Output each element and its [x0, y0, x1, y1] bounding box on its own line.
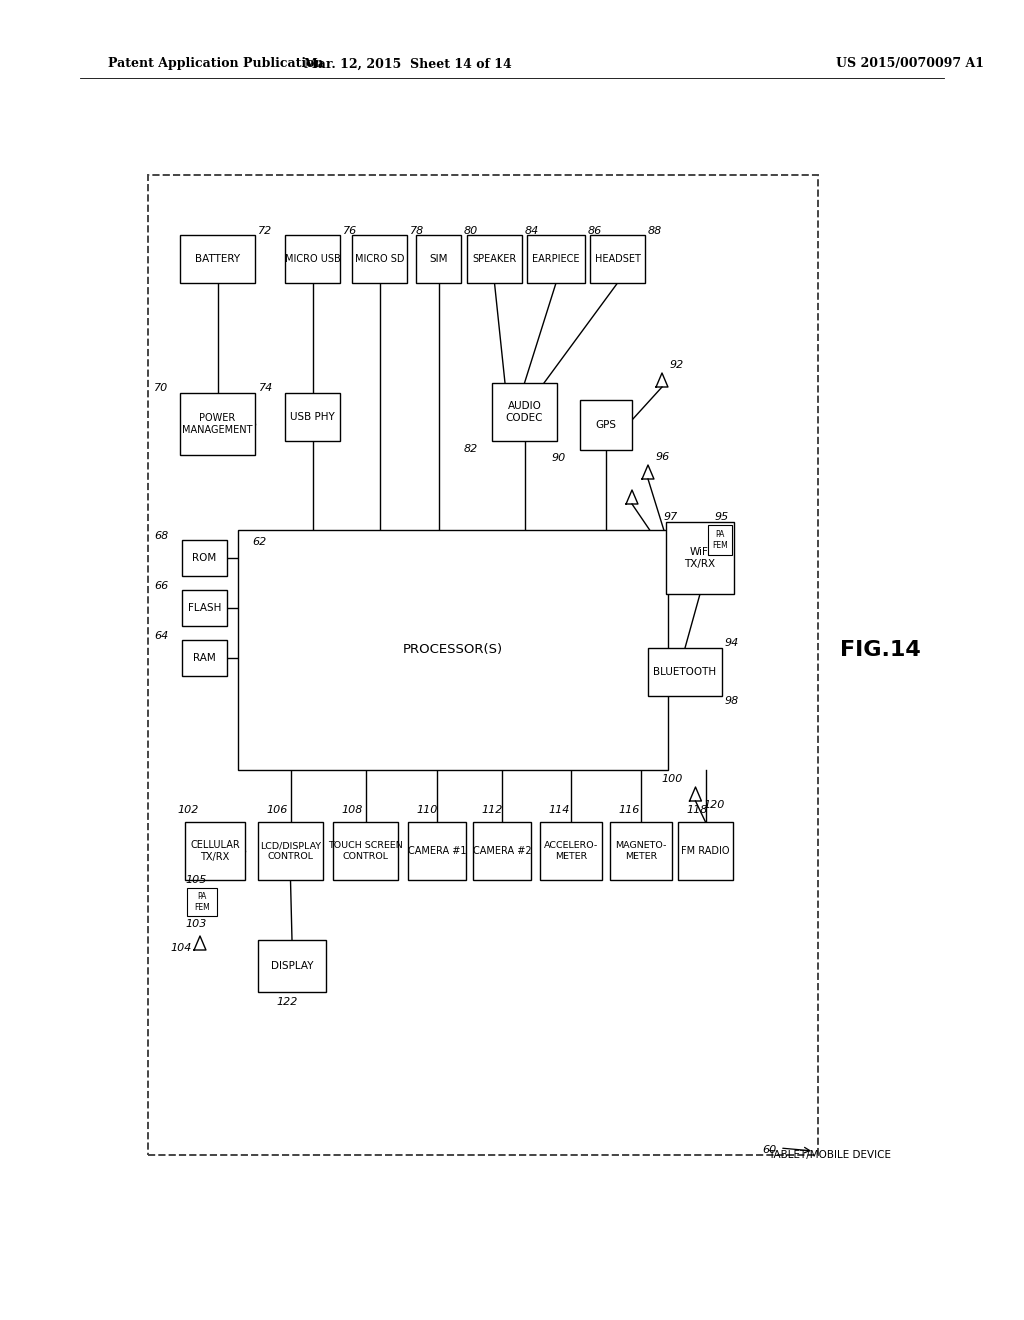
Text: 94: 94	[725, 638, 739, 648]
Bar	[182, 590, 227, 626]
Text: 106: 106	[266, 805, 288, 814]
Text: Mar. 12, 2015  Sheet 14 of 14: Mar. 12, 2015 Sheet 14 of 14	[304, 58, 512, 70]
Text: EARPIECE: EARPIECE	[532, 253, 580, 264]
Bar	[648, 648, 722, 696]
Bar	[678, 822, 733, 880]
Text: CELLULAR
TX/RX: CELLULAR TX/RX	[190, 841, 240, 862]
Text: MICRO USB: MICRO USB	[285, 253, 340, 264]
Bar	[148, 176, 818, 1155]
Text: FM RADIO: FM RADIO	[681, 846, 730, 855]
Text: 78: 78	[410, 226, 424, 236]
Bar	[708, 525, 732, 554]
Text: CAMERA #1: CAMERA #1	[408, 846, 466, 855]
Text: SPEAKER: SPEAKER	[472, 253, 517, 264]
Text: 102: 102	[177, 805, 199, 814]
Text: CAMERA #2: CAMERA #2	[473, 846, 531, 855]
Bar	[416, 235, 461, 282]
Text: TABLET/MOBILE DEVICE: TABLET/MOBILE DEVICE	[768, 1150, 891, 1160]
Text: FIG.14: FIG.14	[840, 640, 921, 660]
Bar	[473, 822, 531, 880]
Text: USB PHY: USB PHY	[290, 412, 335, 422]
Bar	[527, 235, 585, 282]
Bar	[492, 383, 557, 441]
Bar	[238, 531, 668, 770]
Bar	[666, 521, 734, 594]
Text: BATTERY: BATTERY	[195, 253, 240, 264]
Text: LCD/DISPLAY
CONTROL: LCD/DISPLAY CONTROL	[260, 841, 322, 861]
Bar	[182, 640, 227, 676]
Text: 74: 74	[259, 383, 273, 393]
Text: BLUETOOTH: BLUETOOTH	[653, 667, 717, 677]
Text: 100: 100	[662, 774, 683, 784]
Text: MICRO SD: MICRO SD	[354, 253, 404, 264]
Text: 60: 60	[762, 1144, 776, 1155]
Text: 90: 90	[552, 453, 566, 463]
Text: 66: 66	[154, 581, 168, 591]
Text: 108: 108	[341, 805, 362, 814]
Bar	[258, 940, 326, 993]
Text: PA
FEM: PA FEM	[712, 531, 728, 549]
Text: 105: 105	[185, 875, 207, 884]
Bar	[590, 235, 645, 282]
Text: ROM: ROM	[193, 553, 217, 564]
Text: 80: 80	[464, 226, 478, 236]
Bar	[408, 822, 466, 880]
Text: 96: 96	[656, 451, 671, 462]
Bar	[180, 393, 255, 455]
Text: 76: 76	[343, 226, 357, 236]
Text: WiFi
TX/RX: WiFi TX/RX	[684, 548, 716, 569]
Text: RAM: RAM	[194, 653, 216, 663]
Text: 95: 95	[715, 512, 729, 521]
Bar	[610, 822, 672, 880]
Bar	[540, 822, 602, 880]
Text: PROCESSOR(S): PROCESSOR(S)	[402, 644, 503, 656]
Text: 92: 92	[670, 360, 684, 370]
Text: Patent Application Publication: Patent Application Publication	[108, 58, 324, 70]
Text: SIM: SIM	[429, 253, 447, 264]
Bar	[285, 235, 340, 282]
Text: 120: 120	[703, 800, 725, 810]
Bar	[258, 822, 323, 880]
Text: 70: 70	[154, 383, 168, 393]
Bar	[580, 400, 632, 450]
Bar	[352, 235, 407, 282]
Text: 62: 62	[252, 537, 266, 546]
Text: FLASH: FLASH	[187, 603, 221, 612]
Text: POWER
MANAGEMENT: POWER MANAGEMENT	[182, 413, 253, 434]
Text: 116: 116	[618, 805, 639, 814]
Text: 68: 68	[154, 531, 168, 541]
Text: ACCELERO-
METER: ACCELERO- METER	[544, 841, 598, 861]
Text: 103: 103	[185, 919, 207, 929]
Bar	[182, 540, 227, 576]
Text: 72: 72	[258, 226, 272, 236]
Text: MAGNETO-
METER: MAGNETO- METER	[615, 841, 667, 861]
Bar	[467, 235, 522, 282]
Text: PA
FEM: PA FEM	[195, 892, 210, 912]
Text: 110: 110	[416, 805, 437, 814]
Text: 88: 88	[648, 226, 663, 236]
Bar	[285, 393, 340, 441]
Text: DISPLAY: DISPLAY	[270, 961, 313, 972]
Text: HEADSET: HEADSET	[595, 253, 640, 264]
Text: GPS: GPS	[596, 420, 616, 430]
Text: 86: 86	[588, 226, 602, 236]
Text: 112: 112	[481, 805, 503, 814]
Text: 104: 104	[170, 942, 191, 953]
Text: 64: 64	[154, 631, 168, 642]
Text: 114: 114	[548, 805, 569, 814]
Text: TOUCH SCREEN
CONTROL: TOUCH SCREEN CONTROL	[328, 841, 402, 861]
Text: 82: 82	[464, 444, 478, 454]
Bar	[180, 235, 255, 282]
Bar	[187, 888, 217, 916]
Bar	[185, 822, 245, 880]
Text: AUDIO
CODEC: AUDIO CODEC	[506, 401, 544, 422]
Text: 97: 97	[664, 512, 678, 521]
Text: 118: 118	[686, 805, 708, 814]
Text: 98: 98	[725, 696, 739, 706]
Text: US 2015/0070097 A1: US 2015/0070097 A1	[836, 58, 984, 70]
Text: 122: 122	[276, 997, 297, 1007]
Text: 84: 84	[525, 226, 540, 236]
Bar	[333, 822, 398, 880]
